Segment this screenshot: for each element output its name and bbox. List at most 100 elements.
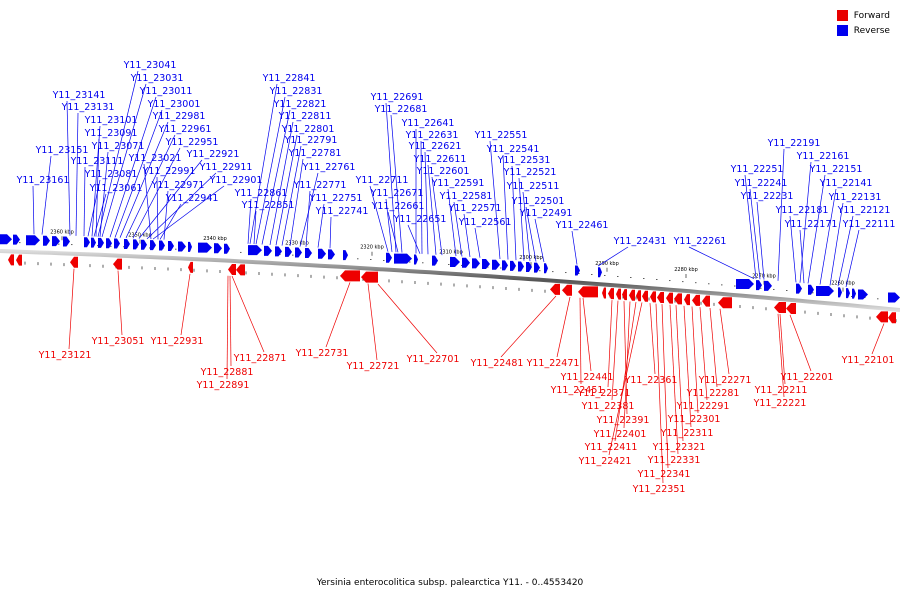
forward-gene[interactable]: [650, 291, 656, 303]
forward-gene-label[interactable]: Y11_22401: [593, 429, 647, 440]
forward-gene-label[interactable]: Y11_22101: [841, 355, 895, 366]
reverse-gene-label[interactable]: Y11_22771: [293, 180, 347, 191]
forward-gene-label[interactable]: Y11_22731: [295, 348, 349, 359]
reverse-gene[interactable]: [98, 237, 104, 248]
reverse-gene-label[interactable]: Y11_22681: [374, 104, 428, 115]
forward-gene[interactable]: [602, 287, 606, 299]
forward-gene[interactable]: [8, 254, 14, 266]
forward-gene[interactable]: [718, 297, 732, 309]
forward-gene-label[interactable]: Y11_22881: [200, 367, 254, 378]
reverse-gene-label[interactable]: Y11_22821: [273, 99, 327, 110]
reverse-gene[interactable]: [318, 248, 326, 259]
forward-gene-label[interactable]: Y11_22381: [581, 401, 635, 412]
forward-gene-label[interactable]: Y11_23121: [38, 350, 92, 361]
reverse-gene-label[interactable]: Y11_22241: [734, 178, 788, 189]
forward-gene[interactable]: [642, 290, 648, 302]
reverse-gene[interactable]: [275, 246, 282, 257]
reverse-gene[interactable]: [343, 250, 348, 261]
reverse-gene-label[interactable]: Y11_22831: [269, 86, 323, 97]
forward-gene-label[interactable]: Y11_22361: [624, 375, 678, 386]
reverse-gene-label[interactable]: Y11_22631: [405, 130, 459, 141]
reverse-gene-label[interactable]: Y11_23131: [61, 102, 115, 113]
forward-gene[interactable]: [188, 261, 193, 273]
reverse-gene[interactable]: [26, 235, 40, 246]
forward-gene[interactable]: [876, 311, 888, 323]
reverse-gene[interactable]: [248, 245, 262, 256]
reverse-gene-label[interactable]: Y11_22171: [784, 219, 838, 230]
forward-gene[interactable]: [578, 286, 598, 298]
reverse-gene[interactable]: [846, 288, 850, 299]
reverse-gene[interactable]: [52, 236, 60, 247]
forward-gene-label[interactable]: Y11_22891: [196, 380, 250, 391]
forward-gene-label[interactable]: Y11_22441: [560, 372, 614, 383]
forward-gene-label[interactable]: Y11_22871: [233, 353, 287, 364]
forward-gene-label[interactable]: Y11_22321: [652, 442, 706, 453]
forward-gene[interactable]: [702, 295, 710, 307]
forward-gene[interactable]: [692, 294, 700, 306]
reverse-gene[interactable]: [462, 257, 470, 268]
forward-gene-label[interactable]: Y11_22371: [577, 388, 631, 399]
reverse-gene[interactable]: [518, 261, 524, 272]
reverse-gene[interactable]: [888, 292, 900, 303]
forward-gene-label[interactable]: Y11_22481: [470, 358, 524, 369]
reverse-gene-label[interactable]: Y11_22941: [165, 193, 219, 204]
forward-gene[interactable]: [888, 312, 896, 324]
forward-gene[interactable]: [340, 270, 360, 282]
reverse-gene[interactable]: [544, 263, 548, 274]
reverse-gene-label[interactable]: Y11_22711: [355, 175, 409, 186]
forward-gene-label[interactable]: Y11_22331: [647, 455, 701, 466]
reverse-gene-label[interactable]: Y11_22551: [474, 130, 528, 141]
reverse-gene-label[interactable]: Y11_22581: [439, 191, 493, 202]
forward-gene-label[interactable]: Y11_22301: [667, 414, 721, 425]
reverse-gene[interactable]: [526, 262, 532, 273]
forward-gene-label[interactable]: Y11_22451: [550, 385, 604, 396]
reverse-gene-label[interactable]: Y11_22131: [828, 192, 882, 203]
reverse-gene-label[interactable]: Y11_22461: [555, 220, 609, 231]
reverse-gene-label[interactable]: Y11_22861: [234, 188, 288, 199]
forward-gene-label[interactable]: Y11_22931: [150, 336, 204, 347]
forward-gene[interactable]: [622, 289, 627, 301]
forward-gene-label[interactable]: Y11_22201: [780, 372, 834, 383]
reverse-gene-label[interactable]: Y11_22111: [842, 219, 896, 230]
reverse-gene-label[interactable]: Y11_22661: [371, 201, 425, 212]
reverse-gene-label[interactable]: Y11_22231: [740, 191, 794, 202]
reverse-gene[interactable]: [534, 262, 540, 273]
reverse-gene[interactable]: [394, 253, 412, 264]
forward-gene[interactable]: [562, 284, 572, 296]
reverse-gene-label[interactable]: Y11_22141: [819, 178, 873, 189]
reverse-gene[interactable]: [328, 249, 335, 260]
reverse-gene-label[interactable]: Y11_22431: [613, 236, 667, 247]
reverse-gene-label[interactable]: Y11_22591: [431, 178, 485, 189]
reverse-gene-label[interactable]: Y11_22541: [486, 144, 540, 155]
reverse-gene[interactable]: [198, 242, 212, 253]
forward-gene-label[interactable]: Y11_22421: [578, 456, 632, 467]
forward-gene[interactable]: [774, 301, 786, 313]
reverse-gene-label[interactable]: Y11_22741: [315, 206, 369, 217]
reverse-gene-label[interactable]: Y11_22261: [673, 236, 727, 247]
reverse-gene-label[interactable]: Y11_22641: [401, 118, 455, 129]
reverse-gene[interactable]: [756, 280, 762, 291]
reverse-gene-label[interactable]: Y11_23101: [84, 115, 138, 126]
reverse-gene-label[interactable]: Y11_22781: [288, 148, 342, 159]
forward-gene-label[interactable]: Y11_22311: [660, 428, 714, 439]
forward-gene-label[interactable]: Y11_22341: [637, 469, 691, 480]
forward-gene-label[interactable]: Y11_22221: [753, 398, 807, 409]
reverse-gene[interactable]: [0, 234, 12, 245]
reverse-gene[interactable]: [84, 237, 90, 248]
reverse-gene-label[interactable]: Y11_22121: [837, 205, 891, 216]
reverse-gene-label[interactable]: Y11_22791: [284, 135, 338, 146]
reverse-gene-label[interactable]: Y11_22191: [767, 138, 821, 149]
forward-gene-label[interactable]: Y11_22271: [698, 375, 752, 386]
reverse-gene-label[interactable]: Y11_22501: [511, 196, 565, 207]
reverse-gene[interactable]: [450, 256, 460, 267]
reverse-gene[interactable]: [502, 260, 508, 271]
reverse-gene-label[interactable]: Y11_22971: [151, 180, 205, 191]
forward-gene[interactable]: [236, 264, 245, 276]
reverse-gene[interactable]: [91, 237, 96, 248]
reverse-gene-label[interactable]: Y11_22951: [165, 137, 219, 148]
reverse-gene[interactable]: [168, 240, 174, 251]
reverse-gene-label[interactable]: Y11_23001: [147, 99, 201, 110]
forward-gene-label[interactable]: Y11_22701: [406, 354, 460, 365]
reverse-gene-label[interactable]: Y11_23161: [16, 175, 70, 186]
reverse-gene[interactable]: [295, 247, 302, 258]
